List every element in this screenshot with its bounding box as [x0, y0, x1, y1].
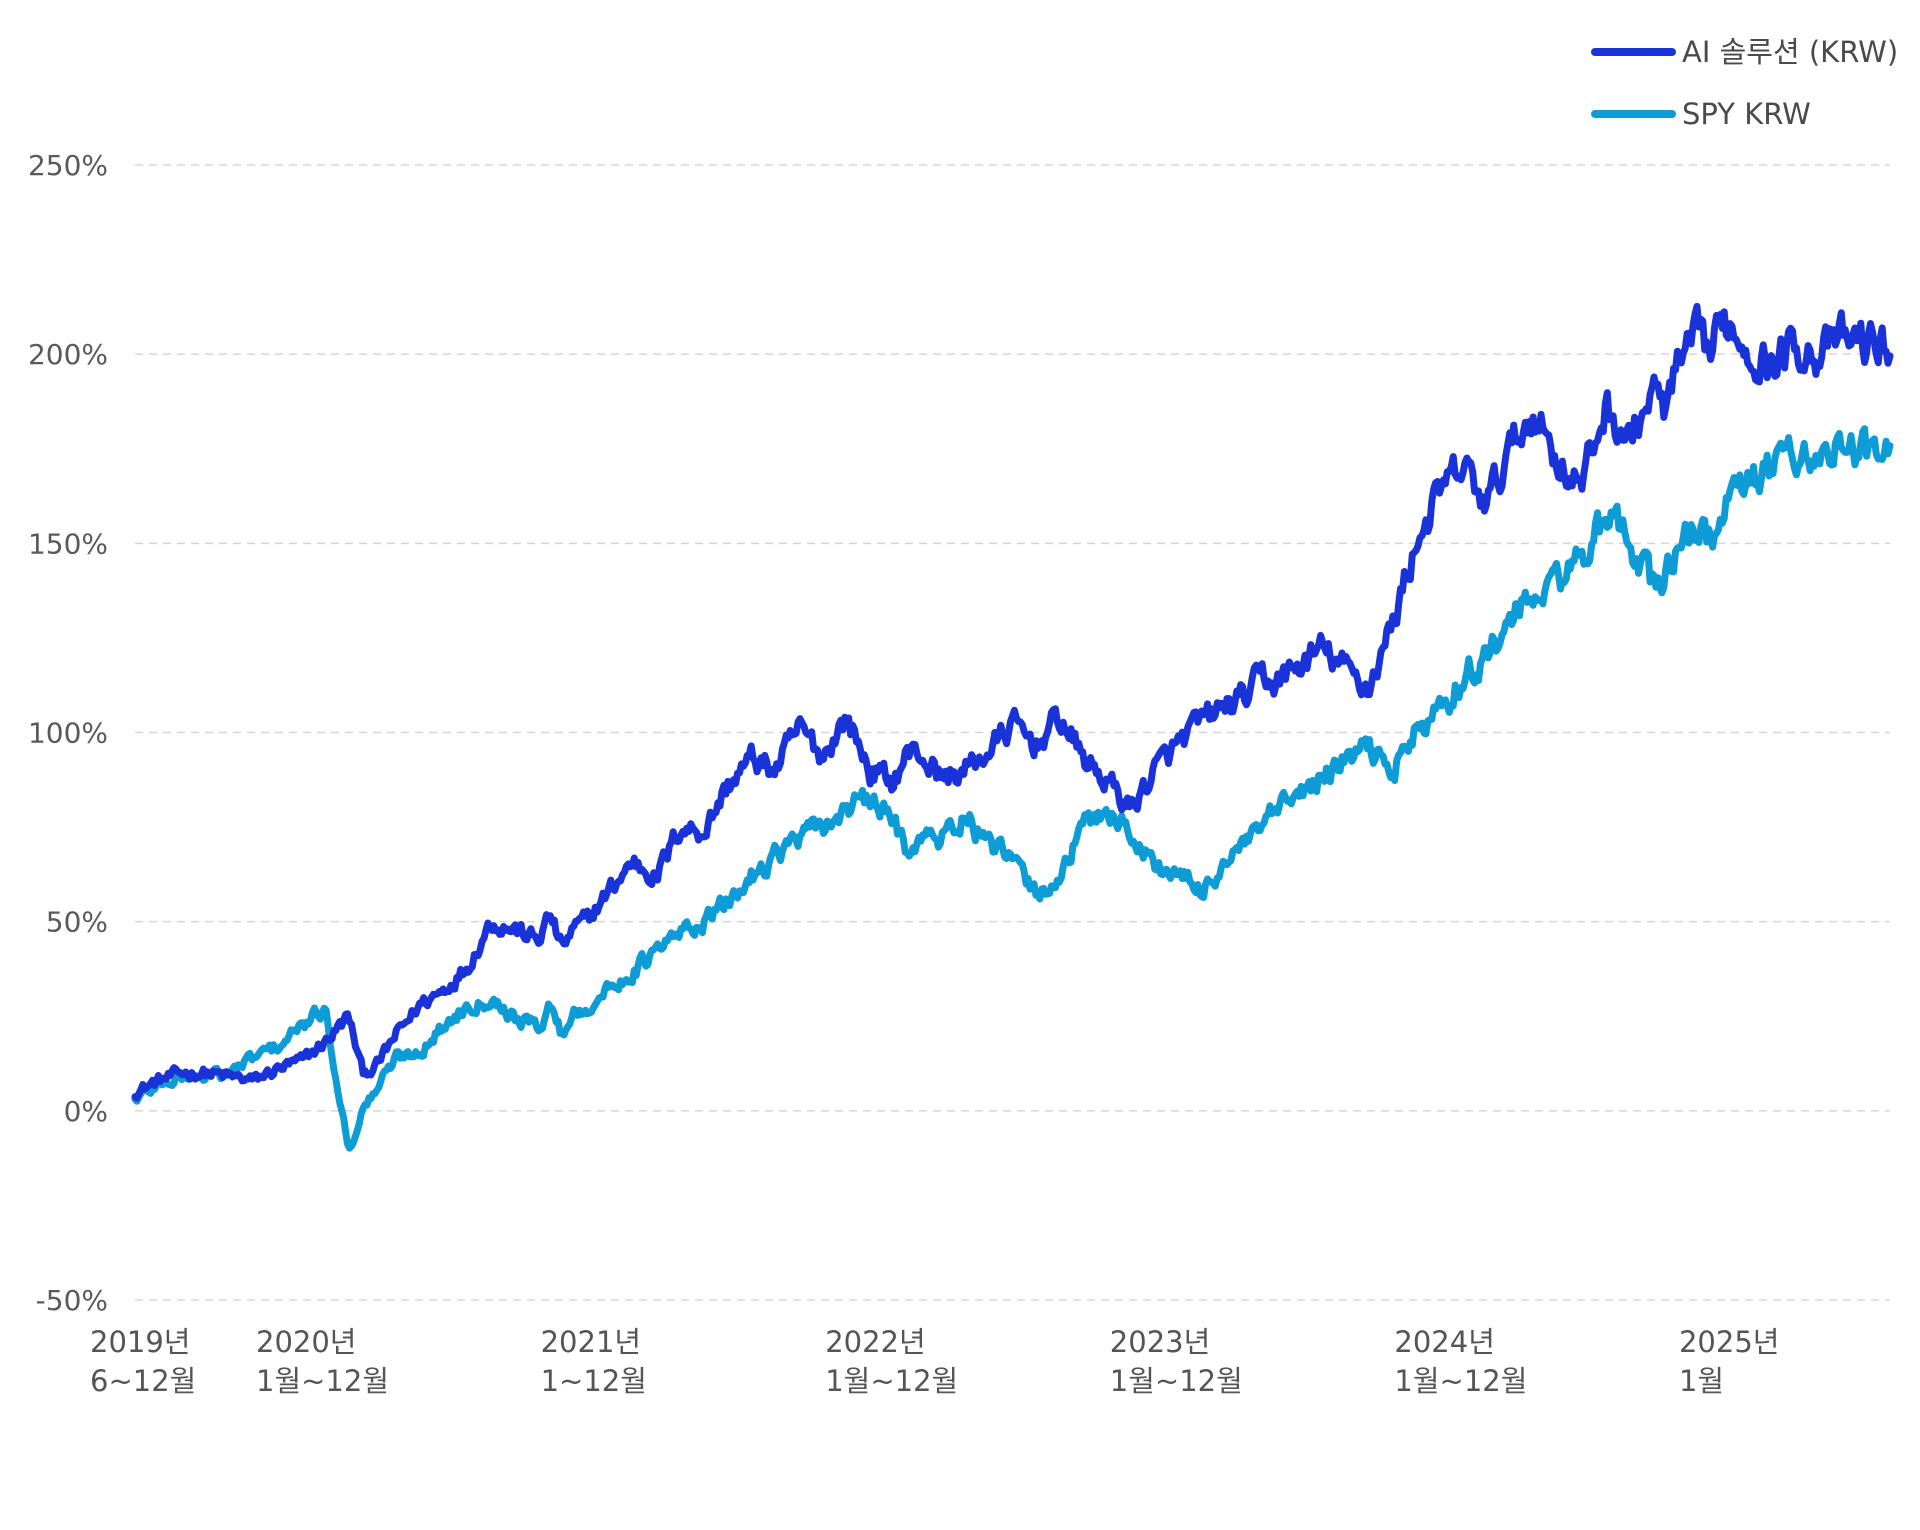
x-axis-label-year: 2025년	[1679, 1325, 1779, 1359]
x-axis-label-months: 1월~12월	[825, 1364, 958, 1398]
legend-label: SPY KRW	[1682, 97, 1811, 131]
x-axis-label-year: 2024년	[1394, 1325, 1494, 1359]
y-tick-label: -50%	[36, 1284, 108, 1317]
legend-label: AI 솔루션 (KRW)	[1682, 35, 1898, 69]
series-line-spy-krw	[131, 425, 1894, 1152]
y-tick-label: 200%	[28, 338, 108, 371]
y-tick-label: 0%	[64, 1095, 108, 1128]
x-axis-label-months: 1월~12월	[256, 1364, 389, 1398]
x-axis-label-year: 2020년	[256, 1325, 356, 1359]
x-axis-label-months: 1월~12월	[1110, 1364, 1243, 1398]
x-axis-label-months: 6~12월	[90, 1364, 196, 1398]
x-axis-label-year: 2023년	[1110, 1325, 1210, 1359]
series-line-ai-solution	[131, 302, 1894, 1102]
y-tick-label: 100%	[28, 717, 108, 750]
y-axis-tick-labels: -50% 0% 50% 100% 150% 200% 250%	[28, 149, 108, 1317]
x-axis-label-year: 2022년	[825, 1325, 925, 1359]
x-axis-labels: 2019년 6~12월 2020년 1월~12월 2021년 1~12월 2022년 1월~1…	[90, 1325, 1779, 1398]
grid-lines	[135, 164, 1890, 1301]
legend: AI 솔루션 (KRW) SPY KRW	[1591, 35, 1898, 131]
x-axis-label-months: 1~12월	[541, 1364, 647, 1398]
x-axis-label-year: 2019년	[90, 1325, 190, 1359]
x-axis-label-months: 1월~12월	[1394, 1364, 1527, 1398]
y-tick-label: 250%	[28, 149, 108, 182]
y-tick-label: 50%	[46, 906, 108, 939]
x-axis-label-year: 2021년	[541, 1325, 641, 1359]
series-lines	[131, 302, 1894, 1152]
x-axis-label-months: 1월	[1679, 1364, 1724, 1398]
y-tick-label: 150%	[28, 527, 108, 560]
